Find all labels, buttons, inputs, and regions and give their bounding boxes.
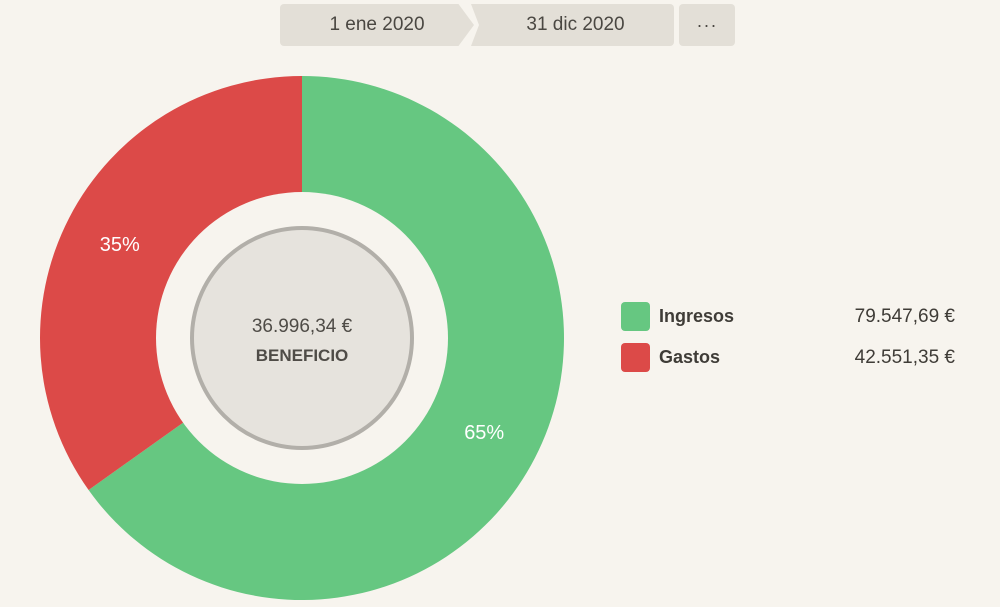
legend-amount: 42.551,35 €	[854, 347, 955, 368]
center-summary-disc	[190, 226, 414, 450]
legend-item-ingresos[interactable]: Ingresos 79.547,69 €	[621, 302, 961, 331]
start-date-button[interactable]: 1 ene 2020	[280, 4, 474, 46]
legend-swatch-gastos	[621, 343, 650, 372]
legend: Ingresos 79.547,69 € Gastos 42.551,35 €	[621, 302, 961, 384]
legend-item-gastos[interactable]: Gastos 42.551,35 €	[621, 343, 961, 372]
more-options-button[interactable]: ···	[679, 4, 735, 46]
end-date-button[interactable]: 31 dic 2020	[471, 4, 674, 46]
legend-swatch-ingresos	[621, 302, 650, 331]
slice-label-gastos: 35%	[100, 234, 140, 256]
profit-value: 36.996,34 €	[252, 316, 353, 337]
legend-label: Ingresos	[659, 306, 735, 326]
legend-amount: 79.547,69 €	[854, 306, 955, 327]
legend-label: Gastos	[659, 347, 721, 367]
profit-label: BENEFICIO	[256, 346, 349, 365]
donut-chart: 65% 35% 36.996,34 € BENEFICIO	[40, 76, 565, 601]
slice-label-ingresos: 65%	[464, 422, 504, 444]
